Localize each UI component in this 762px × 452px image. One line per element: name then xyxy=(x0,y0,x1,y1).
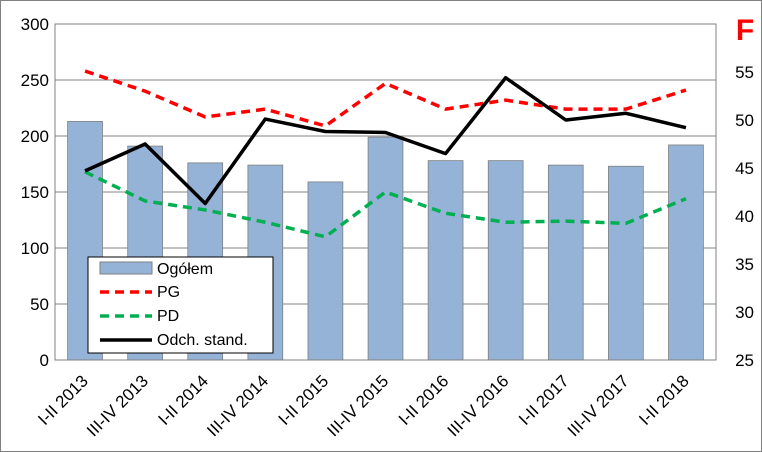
legend-label-ogolem: Ogółem xyxy=(157,261,213,278)
left-axis-tick-label: 250 xyxy=(21,71,49,90)
bar-ogolem xyxy=(367,136,404,361)
plot-area-frame xyxy=(54,23,717,361)
series-line-pg xyxy=(84,69,687,128)
line-series xyxy=(84,69,687,239)
bar-ogolem xyxy=(668,144,704,361)
bar-ogolem xyxy=(608,165,644,361)
legend-label-pg: PG xyxy=(157,284,180,301)
right-axis-tick-label: 55 xyxy=(735,63,754,82)
left-axis-tick-label: 300 xyxy=(21,15,49,34)
left-axis-ticks: 0 50 100 150 200 250 300 xyxy=(21,15,49,370)
left-axis-tick-label: 0 xyxy=(40,351,49,370)
right-axis-tick-label: 30 xyxy=(735,303,754,322)
left-axis-tick-label: 50 xyxy=(30,295,49,314)
bar-ogolem xyxy=(307,181,344,361)
right-axis-tick-label: 45 xyxy=(735,159,754,178)
right-axis-tick-label: 40 xyxy=(735,207,754,226)
legend-label-pd: PD xyxy=(157,308,179,325)
left-axis-tick-label: 150 xyxy=(21,183,49,202)
right-axis-tick-label: 25 xyxy=(735,351,754,370)
series-line-odch-stand xyxy=(84,76,687,206)
bar-ogolem xyxy=(427,160,464,361)
corner-label: F xyxy=(736,14,754,47)
right-axis-tick-label: 50 xyxy=(735,111,754,130)
bar-ogolem xyxy=(487,160,524,361)
right-axis-ticks: 25 30 35 40 45 50 55 xyxy=(735,63,754,370)
left-axis-tick-label: 200 xyxy=(21,127,49,146)
right-axis-tick-label: 35 xyxy=(735,255,754,274)
legend-label-odch: Odch. stand. xyxy=(157,332,248,349)
series-line-pd xyxy=(84,170,687,239)
left-axis-tick-label: 100 xyxy=(21,239,49,258)
bar-ogolem xyxy=(547,164,584,361)
legend-swatch-ogolem xyxy=(99,261,153,275)
legend: Ogółem PG PD Odch. stand. xyxy=(87,256,274,354)
